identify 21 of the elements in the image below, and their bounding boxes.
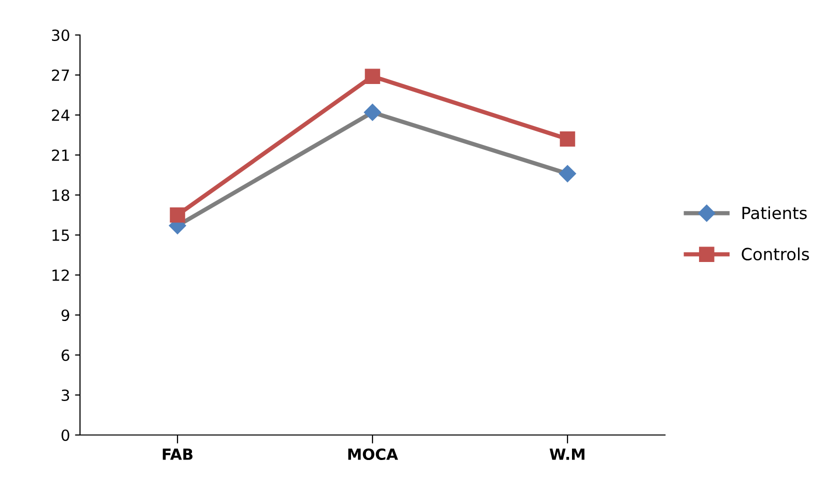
y-tick-label: 18 [52, 189, 70, 202]
point [170, 207, 186, 223]
y-tick-label: 15 [52, 230, 69, 242]
y-tick-label: 3 [62, 389, 70, 402]
x-tick-label: FAB [162, 448, 192, 460]
y-tick-label: 6 [62, 349, 70, 362]
point [364, 68, 380, 84]
x-tick-label: W.M [550, 448, 584, 460]
point [364, 104, 382, 121]
y-tick-label: 21 [52, 149, 69, 161]
y-tick-label: 30 [52, 29, 70, 42]
y-tick-label: 27 [52, 69, 69, 81]
legend-label: Controls [742, 248, 809, 260]
point [558, 165, 576, 182]
x-tick-label: MOCA [348, 448, 398, 460]
point [560, 131, 576, 147]
y-tick-label: 24 [52, 109, 70, 121]
y-tick-label: 12 [52, 269, 69, 281]
y-tick-label: 0 [62, 429, 70, 442]
y-tick-label: 9 [62, 309, 70, 322]
legend-label: Patients [742, 206, 807, 220]
